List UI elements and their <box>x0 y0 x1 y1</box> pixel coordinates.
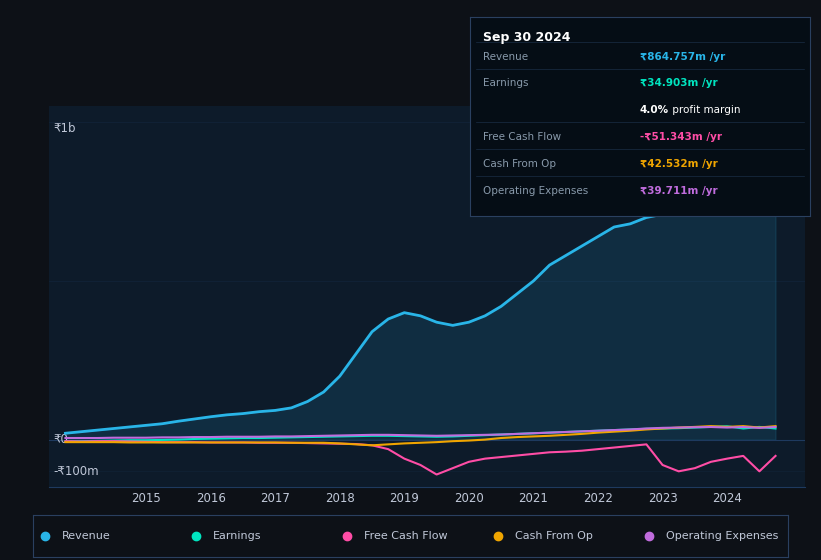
Text: profit margin: profit margin <box>669 105 741 115</box>
Text: -₹100m: -₹100m <box>53 465 99 478</box>
Text: ₹864.757m /yr: ₹864.757m /yr <box>640 52 725 62</box>
Text: Sep 30 2024: Sep 30 2024 <box>484 31 571 44</box>
Text: Earnings: Earnings <box>484 78 529 88</box>
Text: -₹51.343m /yr: -₹51.343m /yr <box>640 132 722 142</box>
Text: Free Cash Flow: Free Cash Flow <box>484 132 562 142</box>
Text: ₹34.903m /yr: ₹34.903m /yr <box>640 78 718 88</box>
Text: Cash From Op: Cash From Op <box>484 159 557 169</box>
Text: Operating Expenses: Operating Expenses <box>484 186 589 196</box>
Text: Earnings: Earnings <box>213 531 261 541</box>
Text: ₹42.532m /yr: ₹42.532m /yr <box>640 159 718 169</box>
Text: ₹1b: ₹1b <box>53 122 76 136</box>
Text: Free Cash Flow: Free Cash Flow <box>364 531 447 541</box>
Text: Revenue: Revenue <box>484 52 529 62</box>
Text: ₹39.711m /yr: ₹39.711m /yr <box>640 186 718 196</box>
Text: Cash From Op: Cash From Op <box>515 531 593 541</box>
Text: Revenue: Revenue <box>62 531 110 541</box>
Text: ₹0: ₹0 <box>53 433 68 446</box>
Text: 4.0%: 4.0% <box>640 105 669 115</box>
Text: Operating Expenses: Operating Expenses <box>666 531 778 541</box>
